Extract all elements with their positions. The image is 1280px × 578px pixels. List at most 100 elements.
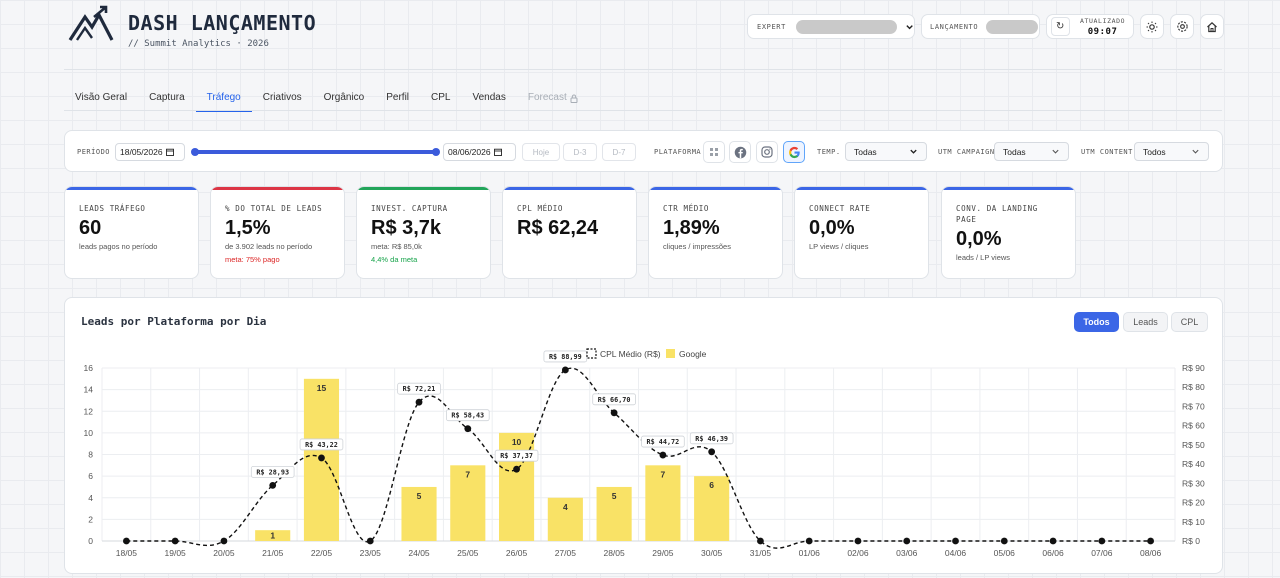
platform-all-button[interactable] bbox=[703, 141, 725, 163]
tab-vendas[interactable]: Vendas bbox=[472, 92, 506, 103]
x-tick-label: 21/05 bbox=[262, 548, 284, 558]
tab-trafego[interactable]: Tráfego bbox=[195, 90, 252, 112]
cpl-point bbox=[659, 451, 667, 459]
platform-facebook-button[interactable] bbox=[729, 141, 751, 163]
lancamento-value-blurred bbox=[986, 19, 1039, 34]
kpi-card-cpl-medio: CPL MÉDIO R$ 62,24 bbox=[502, 186, 637, 279]
tab-captura[interactable]: Captura bbox=[149, 92, 185, 103]
utm-campaign-select[interactable]: Todas bbox=[994, 142, 1069, 161]
tab-criativos[interactable]: Criativos bbox=[262, 92, 302, 103]
platform-instagram-button[interactable] bbox=[756, 141, 778, 163]
quick-d3-button[interactable]: D-3 bbox=[563, 143, 597, 161]
theme-toggle-button[interactable] bbox=[1140, 14, 1164, 39]
y-right-tick-label: R$ 0 bbox=[1182, 536, 1200, 546]
bar-google bbox=[694, 476, 730, 541]
quick-d7-button[interactable]: D-7 bbox=[602, 143, 636, 161]
bar-data-label: 6 bbox=[709, 480, 714, 490]
kpi-label: CONV. DA LANDING PAGE bbox=[956, 204, 1038, 224]
utm-content-select[interactable]: Todos bbox=[1134, 142, 1209, 161]
kpi-subtext: meta: R$ 85,0k bbox=[371, 242, 422, 251]
y-right-tick-label: R$ 70 bbox=[1182, 401, 1205, 411]
kpi-accent-bar bbox=[357, 187, 490, 190]
cpl-label-box bbox=[689, 432, 734, 445]
temp-select[interactable]: Todas bbox=[845, 142, 927, 161]
kpi-label: % DO TOTAL DE LEADS bbox=[225, 204, 323, 213]
temp-label: TEMP. bbox=[817, 148, 841, 156]
cpl-point bbox=[318, 454, 325, 462]
kpi-card-pct-total-leads: % DO TOTAL DE LEADS 1,5% de 3.902 leads … bbox=[210, 186, 345, 279]
tab-visao-geral[interactable]: Visão Geral bbox=[75, 92, 128, 103]
range-start-handle[interactable] bbox=[191, 148, 199, 156]
period-range-slider[interactable] bbox=[191, 148, 440, 156]
kpi-accent-bar bbox=[65, 187, 198, 190]
y-left-tick-label: 16 bbox=[84, 363, 94, 373]
bar-google bbox=[499, 432, 535, 541]
kpi-note: meta: 75% pago bbox=[225, 255, 280, 264]
x-tick-label: 31/05 bbox=[750, 548, 772, 558]
cpl-label-box bbox=[445, 409, 490, 422]
x-tick-label: 05/06 bbox=[994, 548, 1016, 558]
bar-google bbox=[547, 497, 583, 541]
y-right-tick-label: R$ 30 bbox=[1182, 478, 1205, 488]
cpl-point bbox=[1098, 537, 1106, 545]
y-left-tick-label: 2 bbox=[88, 514, 93, 524]
brand-title: DASH LANÇAMENTO bbox=[128, 11, 317, 35]
x-tick-label: 03/06 bbox=[896, 548, 918, 558]
x-tick-label: 07/06 bbox=[1091, 548, 1113, 558]
refresh-button[interactable]: ↻ bbox=[1051, 17, 1070, 36]
tabs-divider bbox=[64, 110, 1222, 111]
refresh-icon: ↻ bbox=[1056, 21, 1065, 32]
date-start-input[interactable]: 18/05/2026 bbox=[115, 143, 185, 161]
cpl-point bbox=[513, 465, 520, 473]
platform-google-button[interactable] bbox=[783, 141, 805, 163]
tab-forecast: Forecast bbox=[517, 90, 589, 111]
grid-icon bbox=[710, 148, 718, 156]
utm-content-value: Todos bbox=[1143, 146, 1166, 157]
sun-icon bbox=[1146, 21, 1158, 32]
y-left-tick-label: 12 bbox=[84, 406, 94, 416]
toggle-leads-button[interactable]: Leads bbox=[1123, 312, 1168, 332]
x-tick-label: 27/05 bbox=[555, 548, 577, 558]
tab-forecast-label: Forecast bbox=[527, 92, 567, 103]
legend-swatch-google bbox=[666, 349, 675, 358]
cpl-data-label: R$ 88,99 bbox=[549, 353, 582, 361]
cpl-label-box bbox=[592, 393, 636, 406]
bar-google bbox=[645, 465, 681, 541]
updated-time: 09:07 bbox=[1087, 26, 1118, 37]
tab-organico[interactable]: Orgânico bbox=[323, 92, 365, 103]
date-end-input[interactable]: 08/06/2026 bbox=[443, 143, 516, 161]
cpl-label-box bbox=[397, 382, 441, 395]
y-right-tick-label: R$ 40 bbox=[1182, 459, 1205, 469]
tab-perfil[interactable]: Perfil bbox=[386, 92, 410, 103]
toggle-cpl-button[interactable]: CPL bbox=[1171, 312, 1208, 332]
lancamento-select[interactable]: LANÇAMENTO bbox=[921, 14, 1040, 39]
x-tick-label: 23/05 bbox=[360, 548, 382, 558]
home-button[interactable] bbox=[1200, 14, 1224, 39]
utm-campaign-value: Todas bbox=[1003, 146, 1026, 157]
y-left-tick-label: 6 bbox=[88, 471, 93, 481]
updated-label: ATUALIZADO bbox=[1080, 16, 1126, 25]
x-tick-label: 19/05 bbox=[165, 548, 187, 558]
toggle-todos-button[interactable]: Todos bbox=[1074, 312, 1119, 332]
kpi-accent-bar bbox=[211, 187, 344, 190]
y-left-tick-label: 8 bbox=[88, 450, 93, 460]
chart-panel: Leads por Plataforma por Dia Todos Leads… bbox=[64, 297, 1223, 574]
kpi-accent-bar bbox=[649, 187, 782, 190]
cpl-point bbox=[366, 537, 374, 545]
kpi-label: LEADS TRÁFEGO bbox=[79, 204, 146, 213]
cpl-data-label: R$ 58,43 bbox=[451, 412, 484, 420]
settings-button[interactable] bbox=[1170, 14, 1194, 39]
kpi-card-conv-landing-page: CONV. DA LANDING PAGE 0,0% leads / LP vi… bbox=[941, 186, 1076, 279]
tab-cpl[interactable]: CPL bbox=[431, 92, 451, 103]
cpl-point bbox=[561, 366, 569, 374]
bar-data-label: 5 bbox=[417, 491, 422, 501]
chevron-down-icon bbox=[1052, 149, 1059, 154]
range-end-handle[interactable] bbox=[432, 148, 440, 156]
bar-data-label: 4 bbox=[563, 502, 568, 512]
bar-data-label: 10 bbox=[512, 437, 522, 447]
kpi-accent-bar bbox=[942, 187, 1075, 190]
date-end-value: 08/06/2026 bbox=[448, 147, 491, 157]
expert-select[interactable]: EXPERT bbox=[747, 14, 915, 39]
quick-hoje-button[interactable]: Hoje bbox=[522, 143, 560, 161]
